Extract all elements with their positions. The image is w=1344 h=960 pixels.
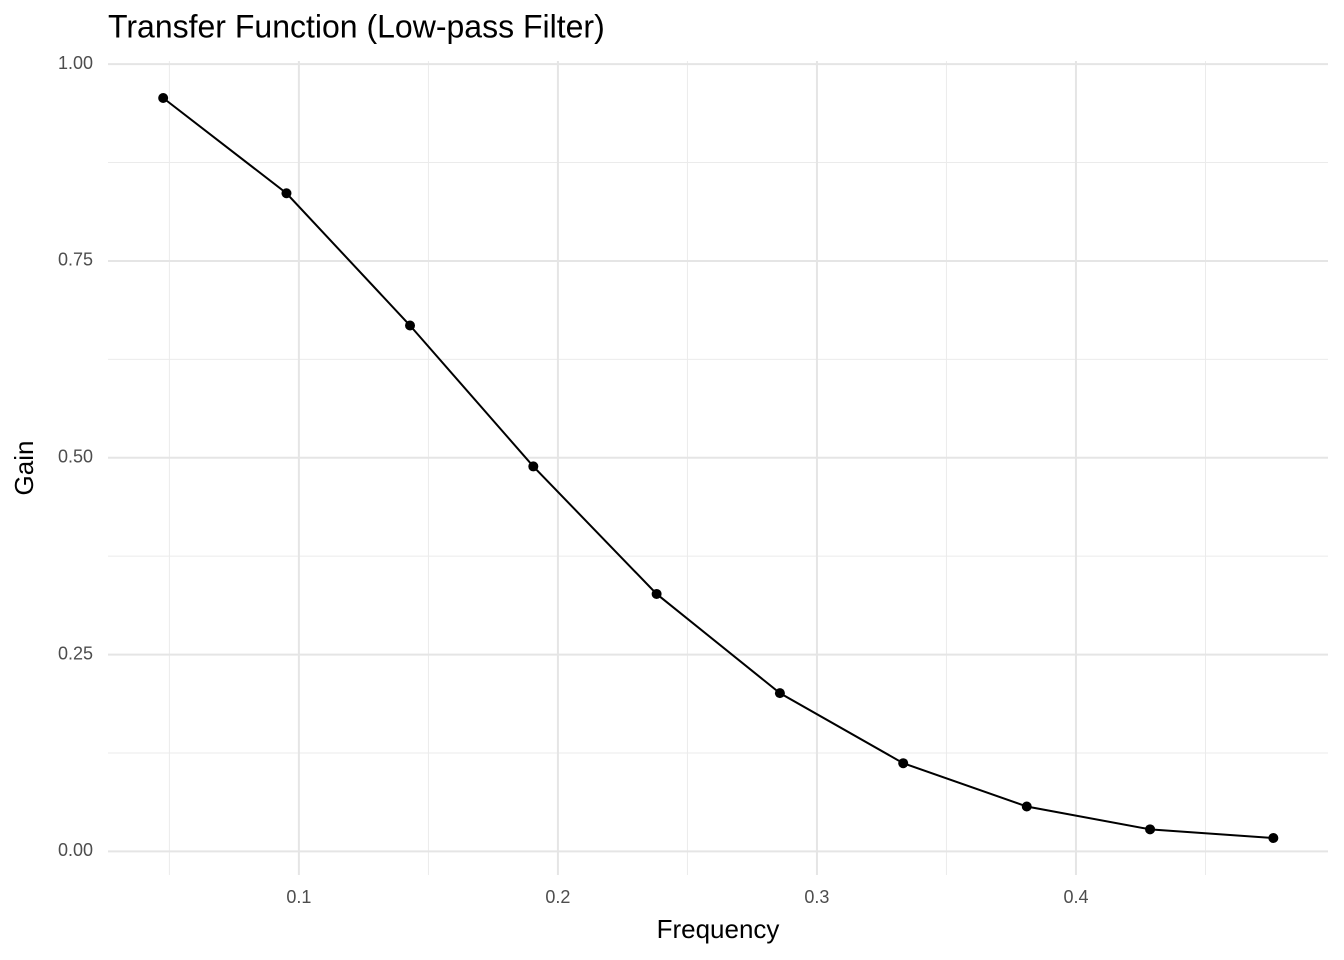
y-tick-label: 1.00 [58,53,93,73]
line [162,97,1274,839]
point [651,588,662,599]
x-tick-label: 0.2 [545,887,570,907]
x-tick-label: 0.3 [804,887,829,907]
point [1268,833,1279,843]
point [1145,824,1156,835]
x-axis-title: Frequency [657,914,780,944]
point [158,93,169,103]
x-tick-label: 0.4 [1063,887,1088,907]
point [774,688,785,699]
x-tick-label: 0.1 [286,887,311,907]
y-tick-label: 0.75 [58,250,93,270]
chart-title: Transfer Function (Low-pass Filter) [108,8,605,44]
point [405,320,416,331]
y-tick-label: 0.25 [58,643,93,663]
y-tick-label: 0.50 [58,447,93,467]
point [898,758,909,769]
point [528,461,539,472]
point [1021,801,1032,812]
y-axis-title: Gain [9,441,39,496]
point [281,188,292,199]
y-tick-label: 0.00 [58,840,93,860]
